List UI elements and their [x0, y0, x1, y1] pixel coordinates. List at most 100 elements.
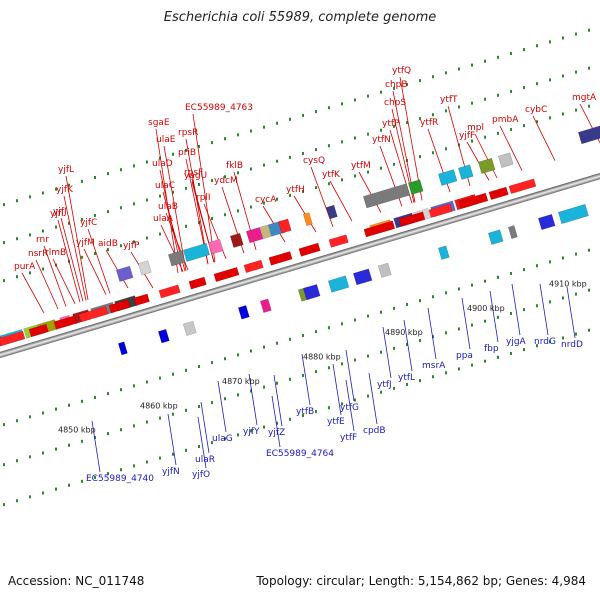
forward-gene-label[interactable]: yjfM — [76, 238, 95, 248]
forward-red-arrow — [158, 284, 181, 299]
forward-gene-label[interactable]: yjfK — [56, 185, 74, 195]
reverse-gene-label[interactable]: EC55989_4740 — [86, 474, 154, 484]
forward-gene-label[interactable]: chpS — [384, 98, 406, 108]
guide-dot — [549, 300, 551, 304]
reverse-gene-label[interactable]: yjfY — [243, 427, 260, 437]
guide-dot — [302, 189, 304, 193]
guide-dot — [341, 102, 343, 106]
reverse-gene-label[interactable]: ulaR — [195, 455, 215, 465]
reverse-gene-label[interactable]: yjfN — [162, 467, 180, 477]
forward-gene-label[interactable]: ytfT — [440, 95, 458, 105]
forward-gene-label[interactable]: ytfK — [322, 170, 341, 180]
forward-gene-label[interactable]: aidB — [98, 239, 118, 249]
forward-gene-label[interactable]: ytfM — [351, 161, 371, 171]
guide-dot — [328, 182, 330, 186]
forward-gene-label[interactable]: yagU — [184, 171, 207, 181]
reverse-gene-label[interactable]: ytfJ — [377, 380, 392, 390]
guide-dot — [393, 86, 395, 90]
reverse-gene-label[interactable]: msrA — [422, 361, 446, 371]
forward-gene-label[interactable]: ulaD — [152, 159, 173, 169]
forward-gene-label[interactable]: yjfL — [58, 165, 74, 175]
forward-gene-label[interactable]: cycA — [255, 195, 277, 205]
reverse-gene-label[interactable]: ytfG — [340, 403, 359, 413]
forward-gene-label[interactable]: rlmB — [45, 248, 66, 258]
forward-gene-label[interactable]: ytfN — [372, 135, 391, 145]
forward-gene-label[interactable]: cybC — [525, 105, 547, 115]
guide-dot — [172, 412, 174, 416]
reverse-gene-label[interactable]: ulaG — [212, 434, 233, 444]
reverse-gene-label[interactable]: cpdB — [363, 426, 386, 436]
guide-dot — [380, 166, 382, 170]
guide-dot — [393, 162, 395, 166]
forward-gene-label[interactable]: ulaA — [153, 214, 174, 224]
guide-dot — [445, 331, 447, 335]
guide-dot — [263, 201, 265, 205]
forward-gene-label[interactable]: sgaE — [148, 118, 170, 128]
reverse-gene-label[interactable]: EC55989_4764 — [266, 449, 334, 459]
forward-gene-box — [362, 183, 411, 209]
guide-dot — [237, 171, 239, 175]
guide-dot — [237, 353, 239, 357]
reverse-gene-label[interactable]: yjgA — [506, 337, 527, 347]
forward-gene-label[interactable]: purA — [14, 262, 36, 272]
forward-gene-label[interactable]: ulaB — [158, 202, 178, 212]
forward-gene-label[interactable]: ytfH — [286, 185, 305, 195]
reverse-gene-label[interactable]: yjfO — [192, 470, 210, 480]
reverse-gene-label[interactable]: fbp — [484, 344, 499, 354]
forward-gene-box — [477, 157, 496, 174]
forward-gene-label[interactable]: yjfP — [123, 241, 140, 251]
forward-gene-label[interactable]: rpsF — [184, 168, 203, 178]
forward-gene-label[interactable]: rplI — [196, 193, 211, 203]
reverse-gene-label[interactable]: nrdD — [561, 340, 583, 350]
forward-gene-label[interactable]: rnr — [36, 235, 49, 245]
forward-gene-label[interactable]: cysQ — [303, 156, 325, 166]
guide-dot — [172, 152, 174, 156]
forward-gene-label[interactable]: yjfJ — [53, 207, 67, 217]
forward-red-arrow — [268, 251, 293, 266]
forward-leader-line — [192, 113, 216, 263]
forward-gene-label[interactable]: ydcM — [214, 176, 238, 186]
guide-dot — [120, 168, 122, 172]
reverse-gene-label[interactable]: ytfE — [327, 417, 345, 427]
forward-gene-label[interactable]: mpl — [467, 123, 484, 133]
guide-dot — [588, 66, 590, 70]
guide-dot — [107, 210, 109, 214]
guide-dot — [393, 306, 395, 310]
forward-gene-label[interactable]: EC55989_4763 — [185, 103, 253, 113]
reverse-gene-label[interactable]: ppa — [456, 351, 473, 361]
reverse-gene-label[interactable]: ytfL — [398, 373, 415, 383]
forward-gene-label[interactable]: ytfR — [420, 118, 438, 128]
forward-leader-line — [60, 217, 84, 302]
reverse-leader-line — [566, 286, 576, 339]
guide-dot — [159, 232, 161, 236]
forward-gene-label[interactable]: yjfI — [50, 209, 64, 219]
forward-gene-label[interactable]: yjfF — [459, 131, 475, 141]
guide-dot — [211, 361, 213, 365]
reverse-leader-line — [273, 374, 283, 427]
reverse-gene-label[interactable]: yjfZ — [268, 428, 285, 438]
forward-gene-label[interactable]: mgtA — [572, 93, 597, 103]
reverse-gene-label[interactable]: ytfF — [340, 433, 357, 443]
forward-gene-label[interactable]: ytfP — [382, 119, 400, 129]
forward-gene-label[interactable]: yjfC — [80, 218, 97, 228]
forward-gene-label[interactable]: priB — [178, 148, 196, 158]
reverse-gene-label[interactable]: nrdG — [534, 337, 556, 347]
guide-dot — [250, 129, 252, 133]
forward-gene-label[interactable]: ulaE — [156, 135, 176, 145]
guide-dot — [549, 78, 551, 82]
guide-dot — [55, 407, 57, 411]
guide-dot — [224, 397, 226, 401]
forward-gene-label[interactable]: ytfQ — [392, 66, 411, 76]
forward-gene-label[interactable]: ulaC — [155, 181, 175, 191]
guide-dot — [354, 318, 356, 322]
forward-gene-label[interactable]: fklB — [226, 161, 243, 171]
forward-gene-label[interactable]: rpsR — [178, 128, 198, 138]
guide-dot — [393, 386, 395, 390]
forward-gene-label[interactable]: chpB — [385, 80, 408, 90]
reverse-gene-label[interactable]: ytfB — [296, 407, 314, 417]
forward-gene-label[interactable]: pmbA — [492, 115, 519, 125]
forward-gene-label[interactable]: nsrR — [28, 249, 48, 259]
guide-dot — [3, 203, 5, 207]
guide-dot — [302, 151, 304, 155]
guide-dot — [55, 225, 57, 229]
